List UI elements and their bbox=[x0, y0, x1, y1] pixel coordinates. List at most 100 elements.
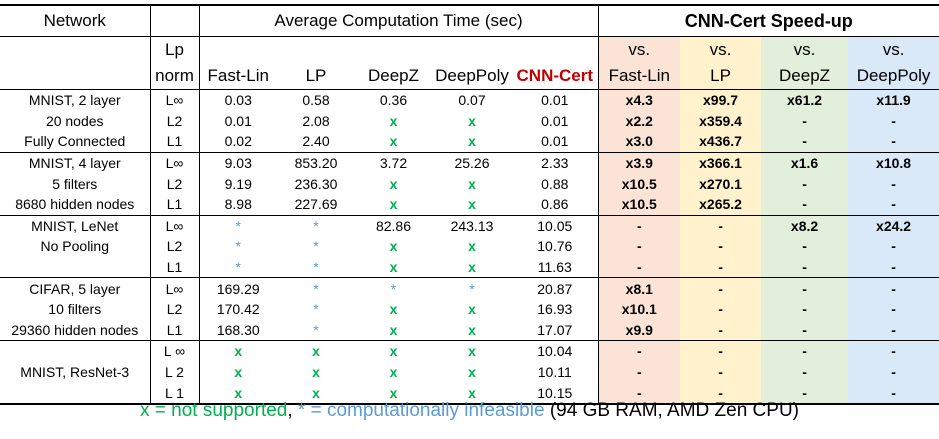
time-cell-fastlin: 9.19 bbox=[224, 175, 252, 192]
speedup-cell-fastlin: - bbox=[598, 382, 681, 405]
speedup-cell-deeppoly: - bbox=[848, 193, 939, 216]
network-cell: 10 filters bbox=[0, 298, 151, 320]
time-cell-fastlin: 0.02 bbox=[199, 131, 277, 153]
norm-cell: L2 bbox=[150, 173, 200, 194]
time-cell-deepz: x bbox=[389, 343, 398, 360]
time-cell-deeppoly: x bbox=[468, 175, 476, 192]
network-cell bbox=[0, 340, 151, 362]
time-cell-deeppoly: x bbox=[468, 112, 476, 129]
norm-cell: L1 bbox=[150, 193, 200, 216]
time-cell-deepz: x bbox=[355, 256, 432, 279]
time-cell-cnncert: 0.01 bbox=[512, 110, 599, 132]
speedup-cell-fastlin: - bbox=[598, 256, 681, 279]
lp-norm-header-line2: norm bbox=[150, 63, 200, 90]
time-cell-cnncert: 10.11 bbox=[512, 361, 599, 383]
table-row: No Pooling L2 * * x x 10.76- - - - bbox=[0, 236, 939, 257]
speedup-cell-deepz: - bbox=[761, 173, 849, 194]
time-cell-cnncert: 0.86 bbox=[512, 193, 599, 216]
time-cell-deeppoly: x bbox=[468, 238, 476, 255]
speedup-cell-deepz: - bbox=[761, 256, 849, 279]
method-header-deeppoly: DeepPoly bbox=[432, 63, 512, 90]
speedup-cell-deeppoly: - bbox=[848, 361, 939, 383]
time-cell-cnncert: 16.93 bbox=[512, 298, 599, 320]
legend-infeasible: * = computationally infeasible bbox=[297, 400, 545, 421]
speedup-cell-deepz: - bbox=[761, 361, 849, 383]
time-cell-deepz: 82.86 bbox=[375, 217, 412, 234]
table-row: CIFAR, 5 layer L∞ 169.29 * * * 20.87 x8.1- - - bbox=[0, 277, 939, 299]
time-cell-cnncert: 11.63 bbox=[512, 256, 599, 279]
table-row: 5 filters L2 9.19 236.30 x x 0.88 x10.5 x270.1- - bbox=[0, 173, 939, 194]
legend-not-supported: x = not supported bbox=[140, 400, 288, 421]
time-cell-deepz: * bbox=[390, 280, 397, 297]
network-cell bbox=[0, 256, 151, 279]
legend: x = not supported, * = computationally i… bbox=[0, 400, 939, 422]
norm-cell: L∞ bbox=[150, 89, 200, 111]
time-cell-lp: 227.69 bbox=[277, 193, 355, 216]
speedup-cell-fastlin: x9.9 bbox=[598, 319, 681, 342]
norm-cell: L1 bbox=[150, 131, 200, 153]
speedup-cell-deepz: - bbox=[761, 131, 849, 153]
norm-cell: L1 bbox=[150, 256, 200, 279]
network-cell: 5 filters bbox=[0, 173, 151, 194]
vs-label-lp: vs. bbox=[680, 36, 762, 63]
speedup-cell-lp: x359.4 bbox=[680, 110, 762, 132]
network-cell: MNIST, LeNet bbox=[0, 215, 151, 237]
time-cell-lp: * bbox=[313, 280, 319, 297]
speedup-cell-lp: - bbox=[680, 215, 762, 237]
speedup-cell-lp: - bbox=[680, 277, 762, 299]
speedup-cell-deepz: - bbox=[761, 340, 849, 362]
table-row: MNIST, LeNet L∞ * * 82.86 243.13 10.05- - x8.2 x2… bbox=[0, 215, 939, 237]
norm-cell: L∞ bbox=[150, 152, 200, 174]
speedup-cell-fastlin: x3.0 bbox=[598, 131, 681, 153]
time-cell-fastlin: x bbox=[199, 382, 277, 405]
table-row: MNIST, 2 layer L∞ 0.03 0.58 0.36 0.07 0.01 x4.3… bbox=[0, 89, 939, 111]
vs-label-deepz: vs. bbox=[761, 36, 849, 63]
norm-cell: L 1 bbox=[150, 382, 200, 405]
speedup-cell-lp: x265.2 bbox=[680, 193, 762, 216]
time-cell-lp: 236.30 bbox=[294, 175, 338, 192]
speedup-cell-fastlin: x10.5 bbox=[598, 193, 681, 216]
time-cell-cnncert: 0.88 bbox=[512, 173, 599, 194]
time-cell-lp: * bbox=[313, 238, 319, 255]
speedup-cell-lp: - bbox=[680, 256, 762, 279]
norm-cell: L 2 bbox=[150, 361, 200, 383]
speedup-cell-deepz: x8.2 bbox=[761, 215, 849, 237]
network-header: Network bbox=[0, 4, 151, 37]
vs-target-fastlin: Fast-Lin bbox=[598, 63, 681, 90]
time-cell-cnncert: 10.15 bbox=[512, 382, 599, 405]
time-cell-deepz: x bbox=[355, 319, 432, 342]
time-cell-lp: 2.08 bbox=[302, 112, 330, 129]
time-cell-fastlin: * bbox=[235, 238, 241, 255]
time-cell-deepz: 3.72 bbox=[379, 155, 408, 172]
norm-cell: L2 bbox=[150, 298, 200, 320]
speedup-cell-fastlin: x4.3 bbox=[598, 89, 681, 111]
speedup-cell-deepz: - bbox=[761, 298, 849, 320]
network-cell: 29360 hidden nodes bbox=[0, 319, 151, 342]
speedup-cell-deepz: - bbox=[761, 382, 849, 405]
time-cell-deeppoly: x bbox=[468, 343, 476, 360]
network-cell: CIFAR, 5 layer bbox=[0, 277, 151, 299]
speedup-cell-deeppoly: - bbox=[848, 277, 939, 299]
time-cell-deeppoly: x bbox=[432, 193, 512, 216]
vs-label-deeppoly: vs. bbox=[848, 36, 939, 63]
header-row-top: Network Average Computation Time (sec) C… bbox=[0, 4, 939, 37]
time-cell-cnncert: 10.04 bbox=[512, 340, 599, 362]
time-cell-lp: * bbox=[313, 301, 319, 318]
norm-cell: L∞ bbox=[150, 215, 200, 237]
time-cell-deepz: x bbox=[389, 175, 398, 192]
speedup-cell-deepz: - bbox=[761, 193, 849, 216]
avg-time-header: Average Computation Time (sec) bbox=[199, 4, 599, 37]
time-cell-deeppoly: 25.26 bbox=[454, 155, 490, 172]
time-cell-deeppoly: * bbox=[469, 280, 475, 297]
norm-cell: L∞ bbox=[150, 277, 200, 299]
speedup-cell-fastlin: x8.1 bbox=[598, 277, 681, 299]
time-cell-lp: * bbox=[277, 319, 355, 342]
method-header-lp: LP bbox=[277, 63, 355, 90]
time-cell-deeppoly: x bbox=[468, 301, 476, 318]
method-header-fastlin: Fast-Lin bbox=[199, 63, 277, 90]
speedup-cell-deeppoly: - bbox=[848, 236, 939, 257]
computation-time-table: Network Average Computation Time (sec) C… bbox=[0, 4, 939, 405]
speedup-cell-deepz: - bbox=[761, 277, 849, 299]
speedup-cell-fastlin: x2.2 bbox=[598, 110, 681, 132]
